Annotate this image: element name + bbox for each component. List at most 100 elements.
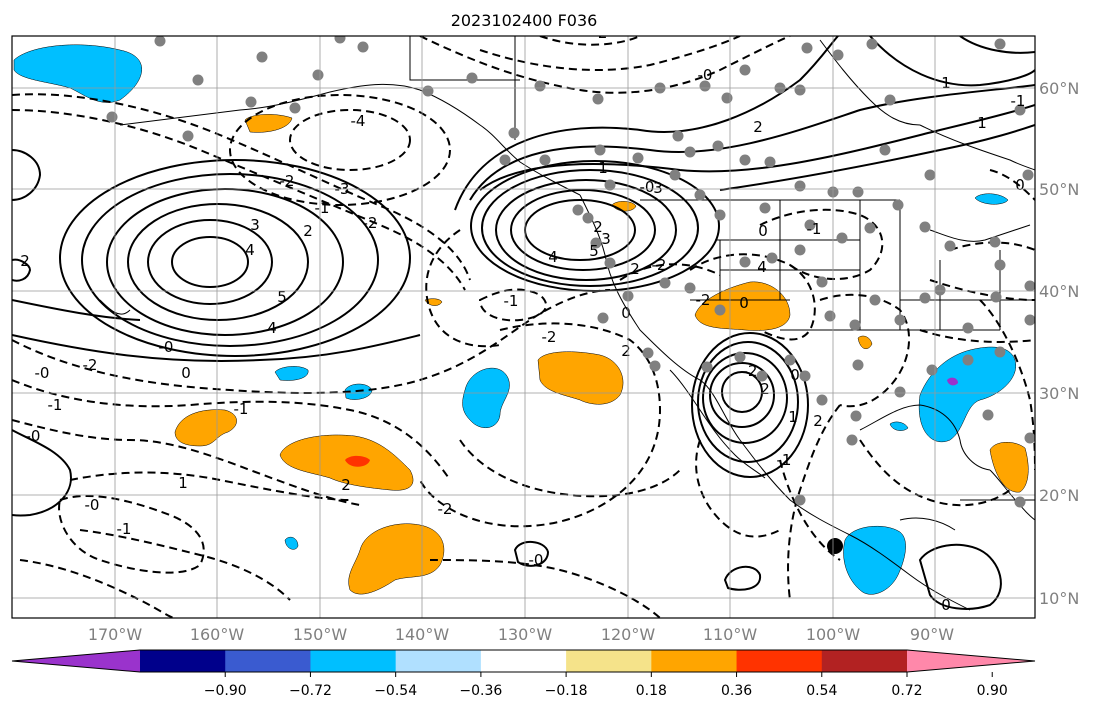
station-dot bbox=[832, 49, 844, 61]
lon-label-160w: 160°W bbox=[190, 625, 245, 644]
station-dot bbox=[684, 282, 696, 294]
station-dot bbox=[597, 312, 609, 324]
contour-label: 4 bbox=[757, 258, 767, 276]
station-dot bbox=[766, 252, 778, 264]
station-dot bbox=[794, 180, 806, 192]
cyan-fill-region bbox=[889, 421, 909, 431]
station-dot bbox=[106, 111, 118, 123]
station-dot bbox=[926, 364, 938, 376]
colorbar-tick-label: −0.72 bbox=[289, 683, 332, 699]
contour-label: -0 bbox=[26, 427, 41, 445]
lat-label-40n: 40°N bbox=[1039, 282, 1079, 301]
station-dot bbox=[852, 359, 864, 371]
station-dot bbox=[852, 186, 864, 198]
station-dot bbox=[714, 304, 726, 316]
contour-label: 1 bbox=[598, 159, 608, 177]
station-dot bbox=[699, 80, 711, 92]
station-dot bbox=[499, 154, 511, 166]
lat-label-10n: 10°N bbox=[1039, 589, 1079, 608]
contour-label: -2 bbox=[696, 291, 711, 309]
orange-fill-region bbox=[244, 114, 293, 133]
station-dot bbox=[289, 102, 301, 114]
station-dot bbox=[632, 152, 644, 164]
cyan-fill-region bbox=[462, 367, 510, 428]
contour-label: -2 bbox=[542, 328, 557, 346]
contour-label: 0 bbox=[758, 222, 768, 240]
orange-fill-region bbox=[857, 335, 873, 350]
orange-fill-region bbox=[694, 281, 791, 331]
station-dot bbox=[334, 36, 346, 44]
station-dot bbox=[962, 322, 974, 334]
contour-label: -2 bbox=[743, 362, 758, 380]
map-panel: -4-3-2-2-1234542-00-0-1-2-0-0-121-2-1-22… bbox=[11, 35, 1036, 619]
contour-label: 2 bbox=[303, 222, 313, 240]
station-dot bbox=[850, 410, 862, 422]
contour-label: -0 bbox=[529, 551, 544, 569]
station-dot bbox=[714, 209, 726, 221]
station-dot bbox=[1014, 104, 1026, 116]
contour-label: -0 bbox=[698, 66, 713, 84]
colorbar-extend-high bbox=[907, 650, 1035, 672]
station-dot bbox=[784, 354, 796, 366]
contour-label: -1 bbox=[504, 292, 519, 310]
shaded-field-layer bbox=[13, 44, 1029, 595]
tropical-storm-marker bbox=[827, 538, 843, 554]
lon-label-130w: 130°W bbox=[498, 625, 553, 644]
station-dot bbox=[539, 154, 551, 166]
colorbar-tick-label: 0.36 bbox=[721, 683, 752, 699]
contour-label: 4 bbox=[267, 319, 277, 337]
contour-label: 2 bbox=[813, 412, 823, 430]
contour-label: 1 bbox=[977, 114, 987, 132]
contour-label: 5 bbox=[277, 288, 287, 306]
station-dot bbox=[919, 292, 931, 304]
colorbar-tick-label: −0.36 bbox=[459, 683, 502, 699]
orange-fill-region bbox=[989, 442, 1029, 493]
contour-label: 0 bbox=[621, 304, 631, 322]
contour-label: -0 bbox=[85, 496, 100, 514]
contour-label: 0 bbox=[1015, 176, 1025, 194]
orange-fill-region bbox=[424, 298, 443, 306]
station-dot bbox=[816, 276, 828, 288]
contour-label: 3 bbox=[250, 216, 260, 234]
station-dot bbox=[684, 146, 696, 158]
contour-label: -0 bbox=[35, 364, 50, 382]
station-dot bbox=[422, 85, 434, 97]
cyan-fill-region bbox=[284, 536, 299, 550]
contour-label: 2 bbox=[753, 118, 763, 136]
contour-label: -2 bbox=[438, 500, 453, 518]
contour-label: 2 bbox=[630, 260, 640, 278]
station-dot bbox=[649, 360, 661, 372]
station-dot bbox=[694, 189, 706, 201]
contour-label: 0 bbox=[181, 364, 191, 382]
lon-label-150w: 150°W bbox=[293, 625, 348, 644]
lon-label-110w: 110°W bbox=[703, 625, 758, 644]
colorbar-segment bbox=[736, 650, 823, 672]
contour-label: 1 bbox=[788, 408, 798, 426]
station-dot bbox=[1022, 169, 1034, 181]
lon-label-90w: 90°W bbox=[910, 625, 954, 644]
contour-label-layer: -4-3-2-2-1234542-00-0-1-2-0-0-121-2-1-22… bbox=[20, 36, 1025, 614]
station-dot bbox=[864, 222, 876, 234]
station-dot bbox=[594, 144, 606, 156]
cyan-fill-region bbox=[918, 346, 1017, 442]
contour-label: -2 bbox=[363, 214, 378, 232]
colorbar-outline bbox=[11, 649, 1036, 673]
station-dot bbox=[357, 41, 369, 53]
station-dot bbox=[672, 130, 684, 142]
contour-label: -4 bbox=[351, 112, 366, 130]
station-dot bbox=[734, 351, 746, 363]
station-dot bbox=[604, 257, 616, 269]
station-dot bbox=[508, 127, 520, 139]
station-dot bbox=[989, 236, 1001, 248]
station-dot bbox=[642, 347, 654, 359]
colorbar-segment bbox=[821, 650, 908, 672]
contour-label: 1 bbox=[178, 474, 188, 492]
colorbar-segment bbox=[310, 650, 397, 672]
figure-title: 2023102400 F036 bbox=[451, 11, 598, 30]
contour-label: 3 bbox=[653, 179, 663, 197]
contour-label: 4 bbox=[548, 248, 558, 266]
station-dot bbox=[466, 72, 478, 84]
contour-label: -2 bbox=[280, 172, 295, 190]
station-dot bbox=[894, 386, 906, 398]
colorbar-tick-label: 0.54 bbox=[806, 683, 837, 699]
